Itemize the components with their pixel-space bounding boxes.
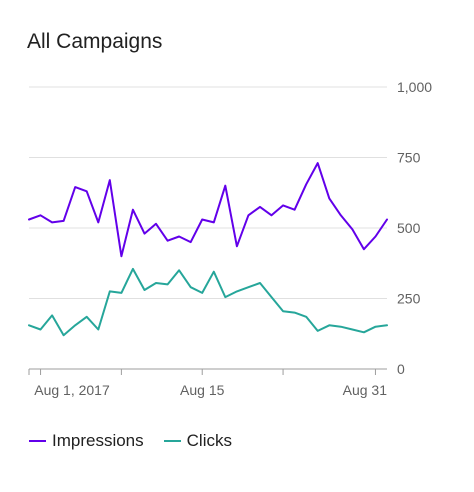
legend-swatch-clicks (163, 440, 181, 442)
x-tick-label: Aug 1, 2017 (34, 382, 110, 398)
legend-item-clicks[interactable]: Clicks (163, 431, 232, 451)
tick-labels: 1,000 750 500 250 0 Aug 1, 2017 Aug 15 Aug 31 (34, 79, 432, 398)
legend-label-clicks: Clicks (186, 431, 232, 450)
x-axis (28, 368, 387, 375)
legend-item-impressions[interactable]: Impressions (29, 431, 144, 451)
y-tick-label: 750 (397, 150, 421, 166)
y-tick-label: 500 (397, 220, 421, 236)
grid (29, 86, 387, 299)
legend-label-impressions: Impressions (52, 431, 144, 450)
x-tick-label: Aug 31 (343, 382, 388, 398)
y-tick-label: 1,000 (397, 79, 432, 95)
legend-swatch-impressions (29, 440, 46, 442)
series-line-clicks (28, 267, 388, 337)
y-tick-label: 0 (397, 361, 405, 377)
chart-title: All Campaigns (27, 30, 163, 53)
legend: Impressions Clicks (29, 431, 252, 451)
series-lines (28, 162, 388, 337)
x-tick-label: Aug 15 (180, 382, 225, 398)
series-line-impressions (28, 162, 388, 258)
y-tick-label: 250 (397, 291, 421, 307)
